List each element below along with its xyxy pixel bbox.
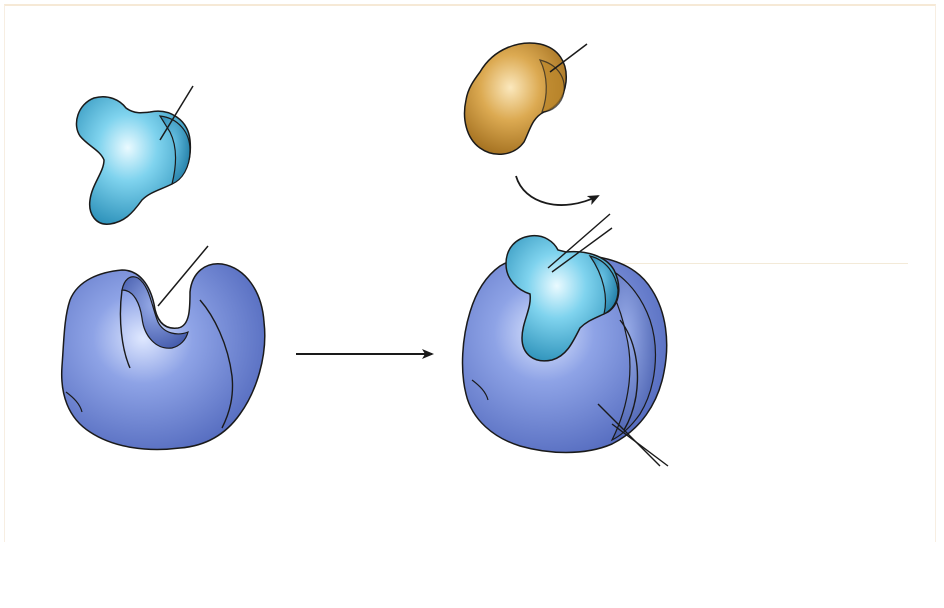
faint-divider-line <box>608 263 908 264</box>
complex-leader-line-a <box>597 403 661 467</box>
free-ligand-shape <box>75 96 192 225</box>
curved-arrow <box>515 175 600 206</box>
competitor-molecule-shape <box>463 42 567 155</box>
complex-leader-line-b <box>611 423 669 467</box>
binding-site-leader-line <box>157 245 209 307</box>
figure-frame <box>4 4 936 542</box>
free-ligand-leader-line <box>159 85 194 141</box>
bound-ligand-leader-line-b <box>551 227 613 273</box>
bound-ligand-shape <box>505 234 620 362</box>
competitor-leader-line <box>549 43 588 73</box>
bound-ligand-leader-line-a <box>547 213 611 269</box>
free-receptor-shape <box>60 263 266 451</box>
